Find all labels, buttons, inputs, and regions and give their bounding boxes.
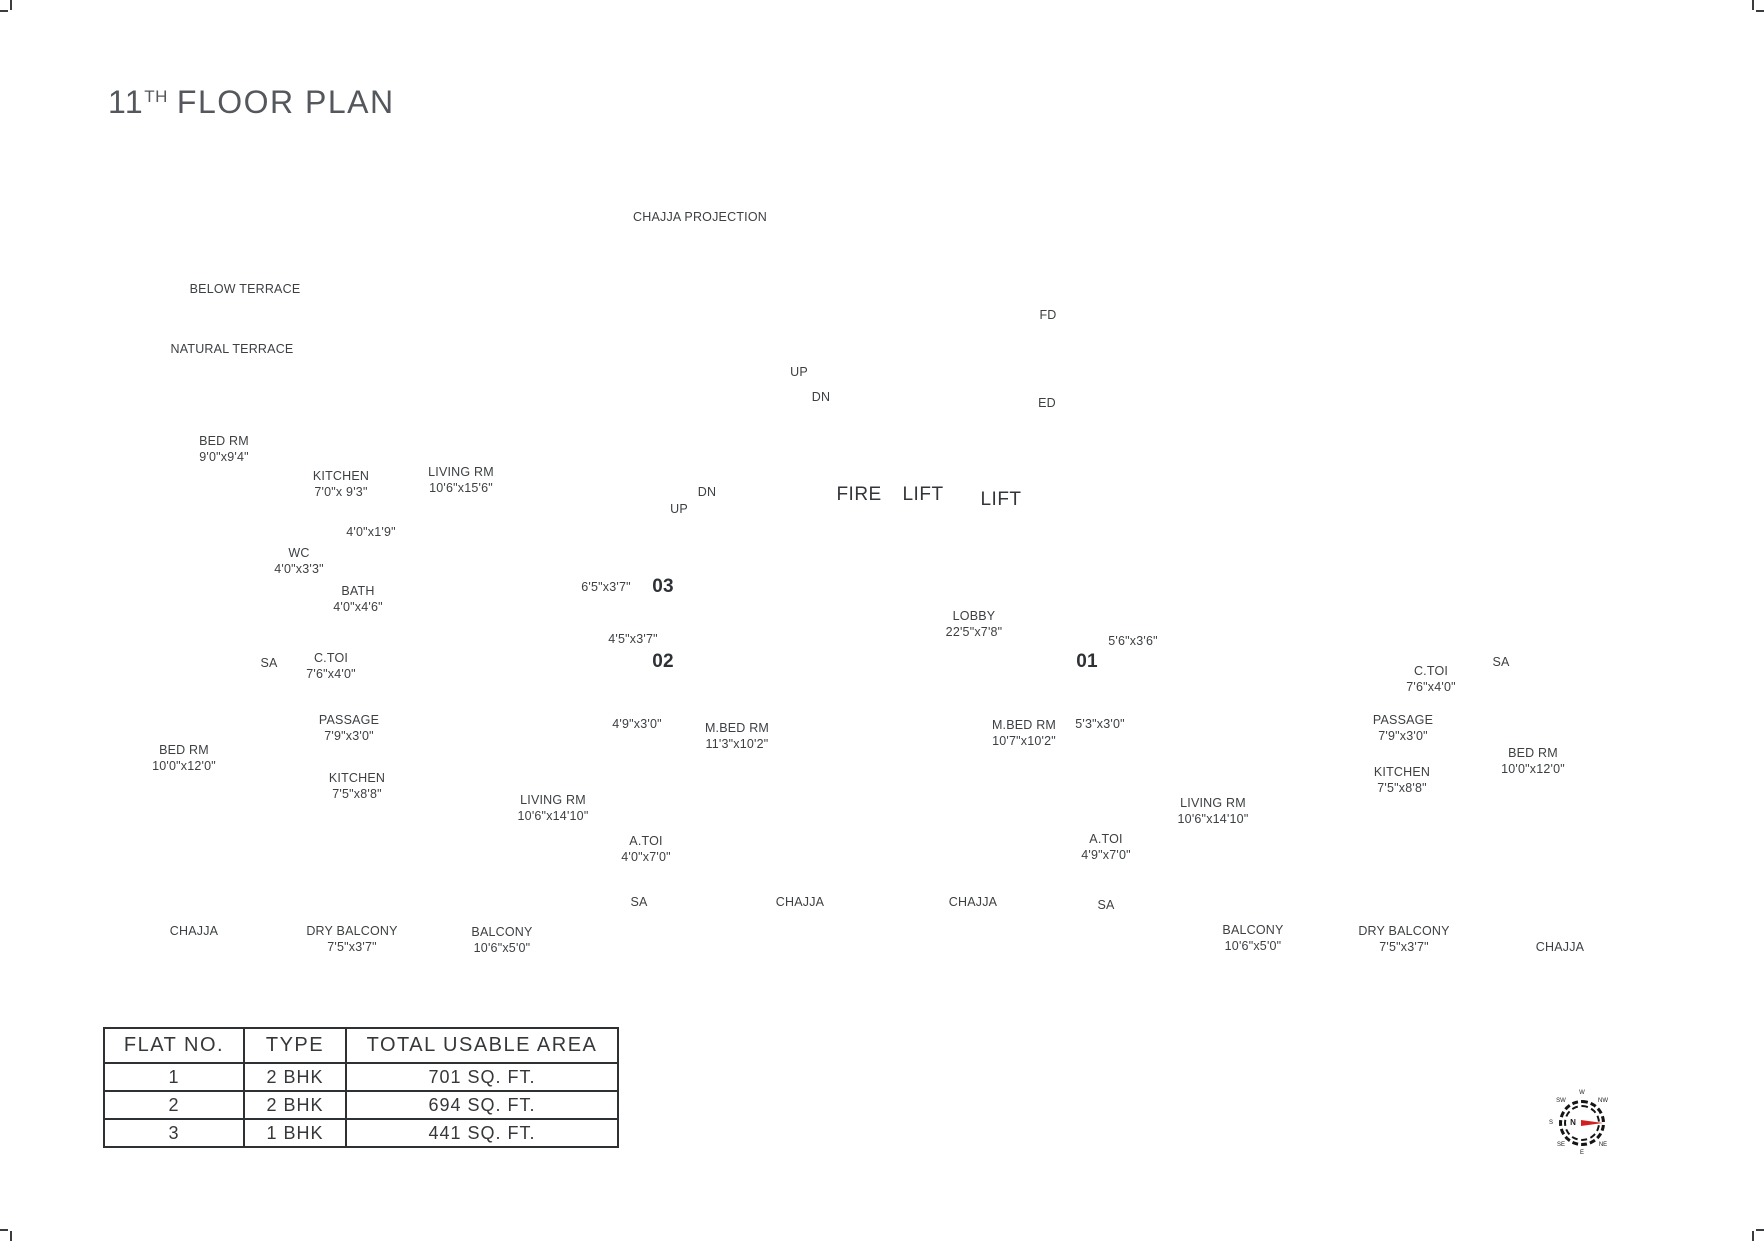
natural-terrace-label: NATURAL TERRACE	[170, 342, 294, 356]
dn-mid-label: DN	[697, 485, 717, 499]
cell-type: 2 BHK	[245, 1064, 347, 1090]
lobby-label: LOBBY 22'5"x7'8"	[945, 609, 1003, 639]
balcony-right-label: BALCONY 10'6"x5'0"	[1222, 923, 1284, 953]
sa-bottom-left-label: SA	[630, 895, 648, 909]
lift-label: LIFT	[980, 489, 1022, 510]
dim-4-9x3-0-label: 4'9"x3'0"	[612, 717, 662, 731]
dry-balcony-left-label: DRY BALCONY 7'5"x3'7"	[306, 924, 398, 954]
fd-label: FD	[1039, 308, 1057, 322]
below-terrace-label: BELOW TERRACE	[189, 282, 301, 296]
bed-rm-left-label: BED RM 10'0"x12'0"	[152, 743, 216, 773]
fire-lift-label: FIRE LIFT	[836, 484, 944, 505]
table-header-area: TOTAL USABLE AREA	[366, 1034, 598, 1056]
cell-type: 1 BHK	[245, 1120, 347, 1146]
title-ordinal: TH	[144, 87, 168, 106]
crop-mark-top-left-v	[10, 0, 12, 10]
crop-mark-bottom-left-h	[0, 1229, 8, 1231]
cell-flat-no: 1	[105, 1064, 245, 1090]
compass-needle-icon	[1581, 1119, 1603, 1126]
table-row: 1 2 BHK 701 SQ. FT.	[105, 1064, 617, 1092]
compass-label-top: W	[1579, 1090, 1585, 1096]
table-header-row: FLAT NO. TYPE TOTAL USABLE AREA	[105, 1029, 617, 1064]
up-stair-label: UP	[790, 365, 808, 379]
flat-01-label: 01	[1076, 651, 1098, 672]
dim-5-3x3-0-label: 5'3"x3'0"	[1075, 717, 1125, 731]
compass-ring-outer-icon	[1559, 1100, 1605, 1146]
living-rm-top-left-label: LIVING RM 10'6"x15'6"	[428, 465, 494, 495]
kitchen-left-label: KITCHEN 7'5"x8'8"	[328, 771, 386, 801]
bed-rm-right-label: BED RM 10'0"x12'0"	[1501, 746, 1565, 776]
cell-area: 694 SQ. FT.	[428, 1094, 536, 1115]
cell-type: 2 BHK	[245, 1092, 347, 1118]
title-number: 11	[108, 84, 145, 120]
wc-label: WC 4'0"x3'3"	[274, 546, 324, 576]
chajja-far-right-label: CHAJJA	[1535, 940, 1585, 954]
balcony-left-label: BALCONY 10'6"x5'0"	[471, 925, 533, 955]
dim-4-0x1-9-label: 4'0"x1'9"	[346, 525, 396, 539]
page-title: 11TH FLOOR PLAN	[108, 84, 395, 121]
crop-mark-bottom-left-v	[10, 1231, 12, 1241]
crop-mark-top-right-v	[1752, 0, 1754, 10]
cell-area: 441 SQ. FT.	[428, 1122, 536, 1143]
compass-label-left: S	[1548, 1120, 1554, 1126]
table-row: 3 1 BHK 441 SQ. FT.	[105, 1120, 617, 1146]
chajja-far-left-label: CHAJJA	[169, 924, 219, 938]
kitchen-right-label: KITCHEN 7'5"x8'8"	[1373, 765, 1431, 795]
crop-mark-bottom-right-h	[1756, 1229, 1764, 1231]
cell-area: 701 SQ. FT.	[428, 1066, 536, 1087]
compass-label-bottom-right: NE	[1598, 1142, 1608, 1148]
table-header-flat-no: FLAT NO.	[105, 1029, 245, 1062]
crop-mark-bottom-right-v	[1752, 1231, 1754, 1241]
dim-6-5x3-7-label: 6'5"x3'7"	[581, 580, 631, 594]
living-rm-left-label: LIVING RM 10'6"x14'10"	[517, 793, 589, 823]
flat-02-label: 02	[652, 651, 674, 672]
mbed-rm-left-label: M.BED RM 11'3"x10'2"	[704, 721, 770, 751]
table-row: 2 2 BHK 694 SQ. FT.	[105, 1092, 617, 1120]
title-text: FLOOR PLAN	[176, 84, 395, 120]
atoi-right-label: A.TOI 4'9"x7'0"	[1081, 832, 1131, 862]
compass-label-bottom: E	[1579, 1150, 1585, 1156]
chajja-projection-label: CHAJJA PROJECTION	[633, 210, 767, 224]
crop-mark-top-right-h	[1756, 10, 1764, 12]
dim-4-5x3-7-label: 4'5"x3'7"	[608, 632, 658, 646]
crop-mark-top-left-h	[0, 10, 8, 12]
flat-03-label: 03	[652, 576, 674, 597]
dry-balcony-right-label: DRY BALCONY 7'5"x3'7"	[1358, 924, 1450, 954]
sa-left-label: SA	[260, 656, 278, 670]
cell-flat-no: 3	[105, 1120, 245, 1146]
compass: N W SW NW S SE NE E	[1549, 1090, 1610, 1156]
chajja-bottom-mid-right-label: CHAJJA	[948, 895, 998, 909]
passage-right-label: PASSAGE 7'9"x3'0"	[1372, 713, 1434, 743]
bath-label: BATH 4'0"x4'6"	[333, 584, 383, 614]
mbed-rm-right-label: M.BED RM 10'7"x10'2"	[991, 718, 1057, 748]
compass-center-label: N	[1570, 1118, 1576, 1127]
bed-rm-top-left-label: BED RM 9'0"x9'4"	[199, 434, 249, 464]
up-mid-label: UP	[670, 502, 688, 516]
table-header-type: TYPE	[245, 1029, 347, 1062]
passage-left-label: PASSAGE 7'9"x3'0"	[318, 713, 380, 743]
compass-label-top-left: SW	[1556, 1098, 1566, 1104]
compass-label-top-right: NW	[1598, 1098, 1608, 1104]
atoi-left-label: A.TOI 4'0"x7'0"	[621, 834, 671, 864]
sa-bottom-right-label: SA	[1097, 898, 1115, 912]
compass-label-bottom-left: SE	[1556, 1142, 1566, 1148]
dn-stair-label: DN	[811, 390, 831, 404]
dim-5-6x3-6-label: 5'6"x3'6"	[1108, 634, 1158, 648]
ctoi-left-label: C.TOI 7'6"x4'0"	[306, 651, 356, 681]
chajja-bottom-mid-left-label: CHAJJA	[775, 895, 825, 909]
ed-label: ED	[1038, 396, 1056, 410]
sa-right-label: SA	[1492, 655, 1510, 669]
cell-flat-no: 2	[105, 1092, 245, 1118]
kitchen-top-left-label: KITCHEN 7'0"x 9'3"	[312, 469, 370, 499]
flat-table: FLAT NO. TYPE TOTAL USABLE AREA 1 2 BHK …	[103, 1027, 619, 1148]
living-rm-right-label: LIVING RM 10'6"x14'10"	[1177, 796, 1249, 826]
ctoi-right-label: C.TOI 7'6"x4'0"	[1406, 664, 1456, 694]
